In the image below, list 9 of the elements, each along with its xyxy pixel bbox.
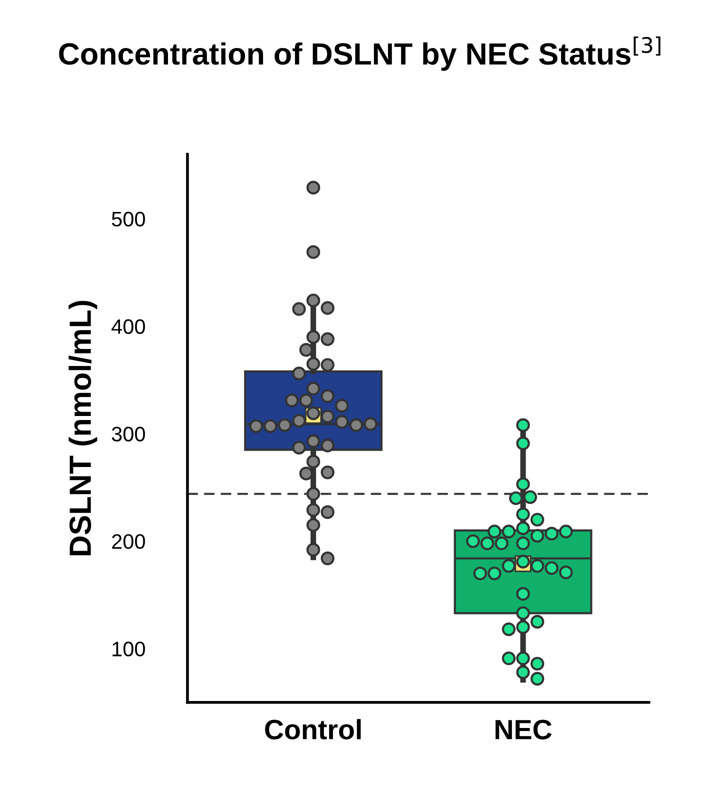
y-tick-label: 500 (112, 212, 145, 227)
y-tick-label: 300 (112, 426, 145, 442)
chart-title: Concentration of DSLNT by NEC Status$^{[3]}$ (59, 36, 660, 71)
x-tick-label: NEC (496, 720, 552, 740)
x-tick-label: Control (265, 719, 361, 740)
y-tick-label: 400 (112, 319, 145, 334)
y-tick-label: 100 (112, 642, 145, 656)
y-tick-label: 200 (112, 534, 145, 549)
y-axis-title: DSLNT (nmol/mL) (68, 300, 98, 556)
